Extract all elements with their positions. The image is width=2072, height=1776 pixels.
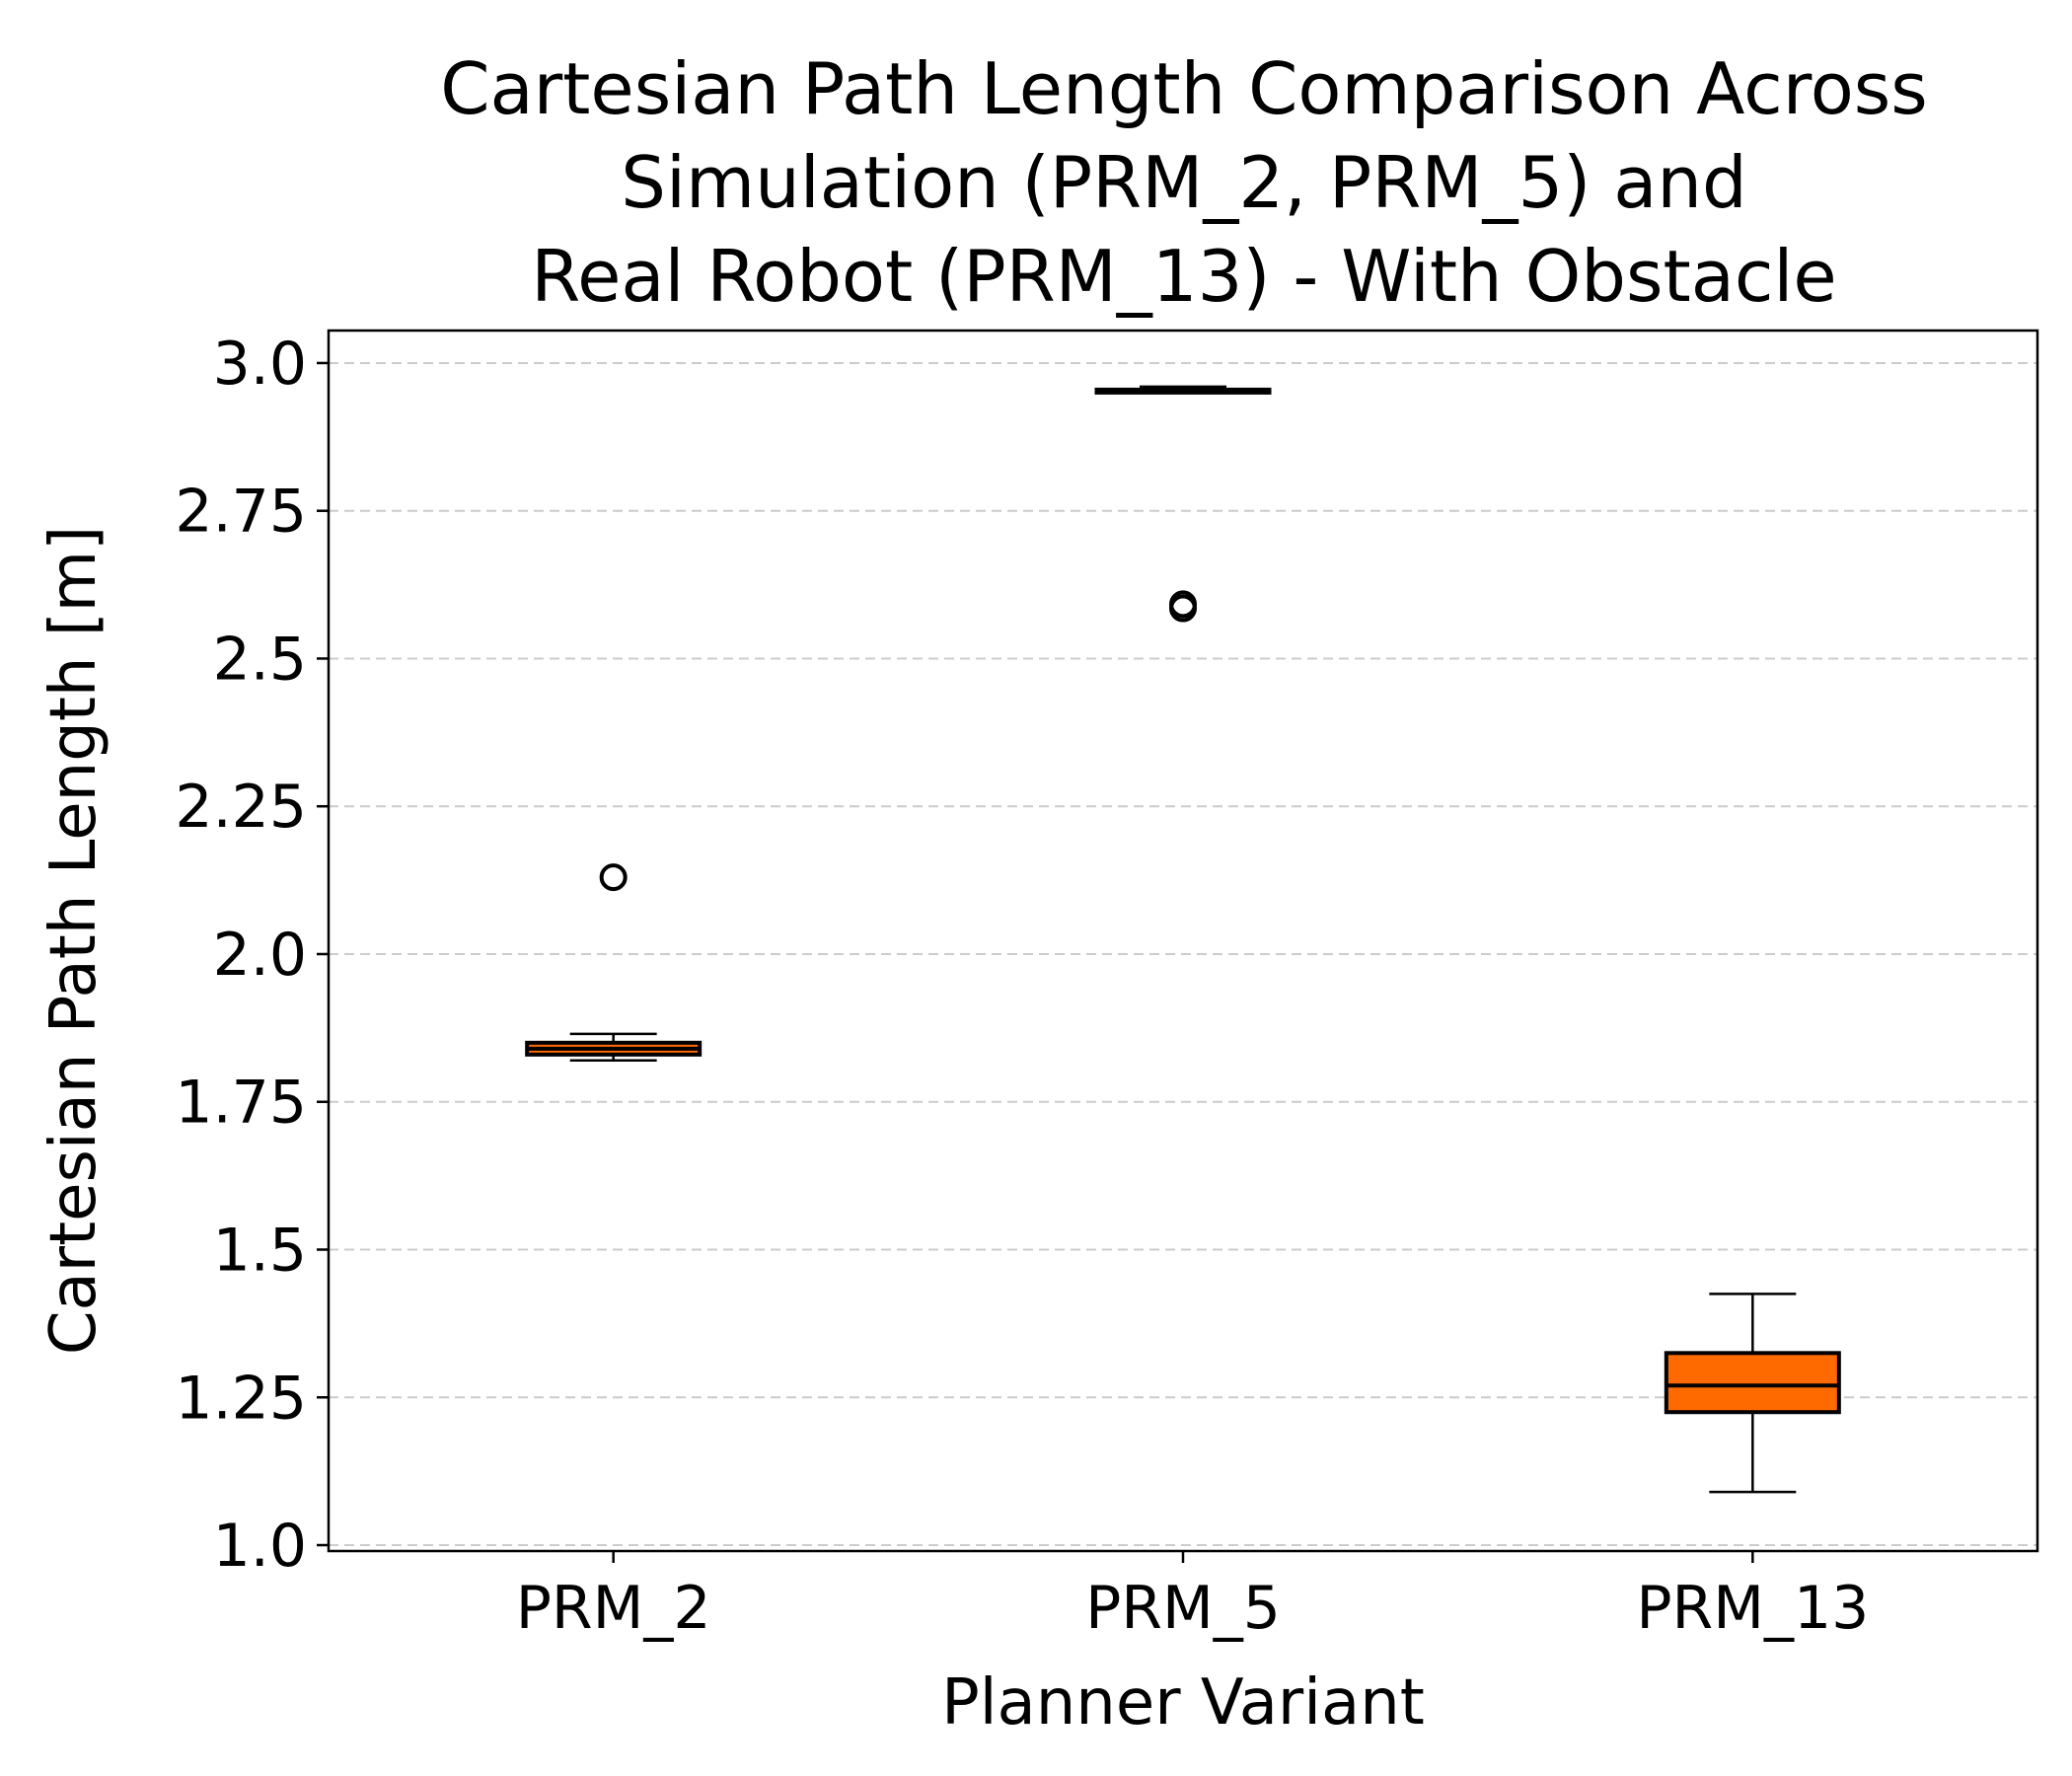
- outlier-point: [599, 863, 628, 892]
- iqr-box: [1664, 1351, 1841, 1415]
- y-tick-label: 3.0: [213, 330, 307, 399]
- x-tick-label: PRM_5: [1085, 1574, 1281, 1643]
- y-tick-label: 2.0: [213, 921, 307, 990]
- title-line-1: Cartesian Path Length Comparison Across: [440, 47, 1928, 130]
- x-axis-ticks: PRM_2 PRM_5 PRM_13: [516, 1551, 1869, 1643]
- y-tick-label: 2.75: [175, 478, 307, 547]
- y-tick-label: 2.5: [213, 625, 307, 694]
- y-tick-label: 2.25: [175, 773, 307, 842]
- x-axis-label: Planner Variant: [941, 1666, 1425, 1739]
- title-line-3: Real Robot (PRM_13) - With Obstacle: [531, 235, 1836, 318]
- y-tick-label: 1.0: [213, 1512, 307, 1581]
- grid-lines: [329, 361, 2037, 1547]
- box-prm-2: [525, 863, 703, 1063]
- chart-title: Cartesian Path Length Comparison Across …: [440, 47, 1928, 318]
- box-layer: [525, 385, 1841, 1494]
- y-tick-label: 1.25: [175, 1364, 307, 1433]
- y-tick-label: 1.75: [175, 1069, 307, 1138]
- outlier-point: [1169, 590, 1197, 619]
- x-tick-label: PRM_2: [516, 1574, 711, 1643]
- title-line-2: Simulation (PRM_2, PRM_5) and: [621, 141, 1746, 224]
- y-axis-ticks: 1.0 1.25 1.5 1.75 2.0 2.25 2.5 2.75 3.0: [175, 330, 329, 1581]
- box-prm-5: [1094, 385, 1272, 623]
- x-tick-label: PRM_13: [1636, 1574, 1869, 1643]
- y-tick-label: 1.5: [213, 1216, 307, 1285]
- box-prm-13: [1664, 1293, 1841, 1494]
- y-axis-label: Cartesian Path Length [m]: [37, 526, 111, 1355]
